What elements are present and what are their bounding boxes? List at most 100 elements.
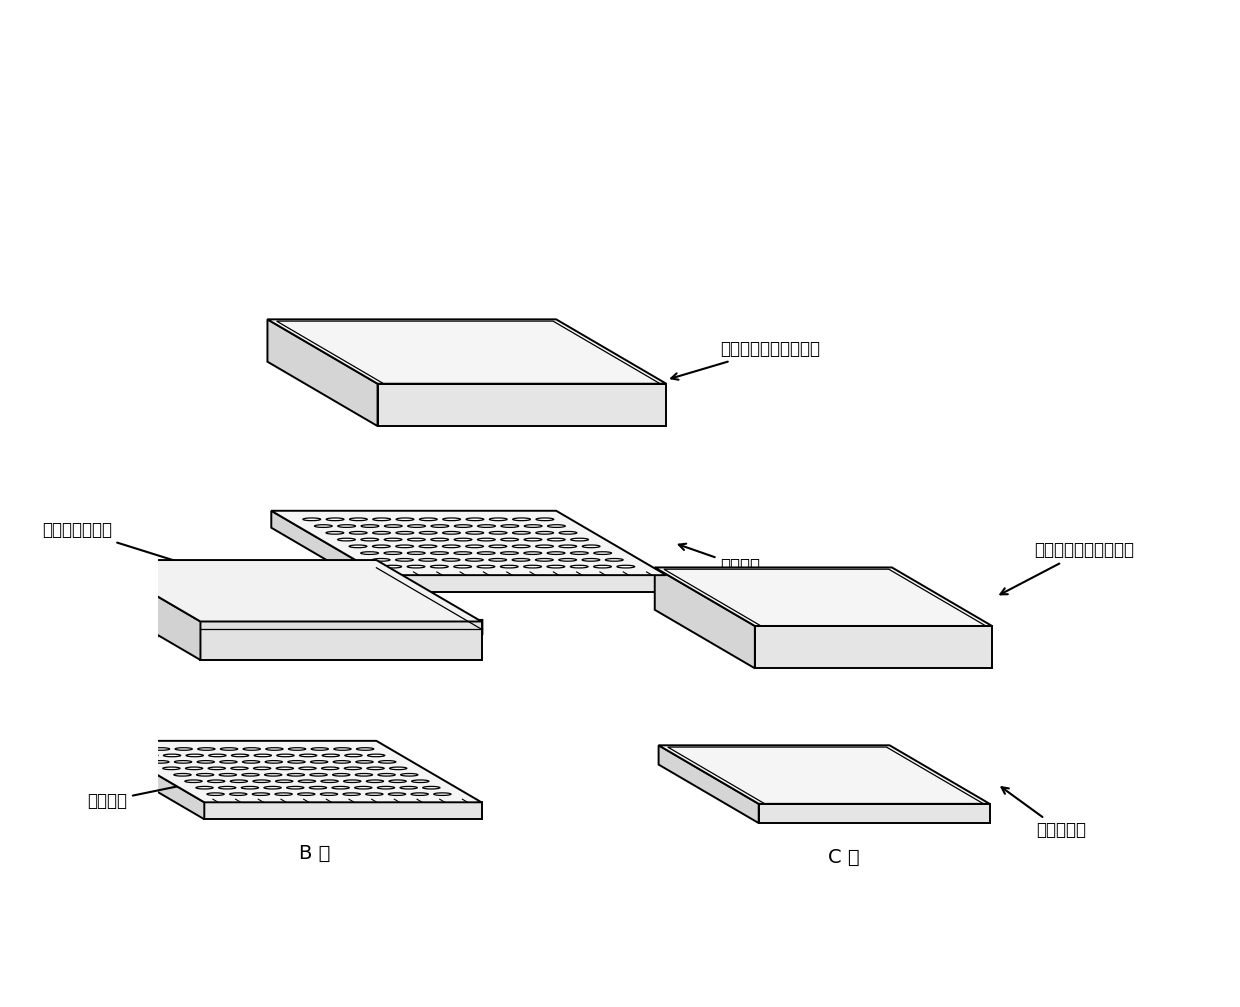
Polygon shape [201,568,207,630]
Polygon shape [382,607,388,653]
Polygon shape [246,581,252,637]
Polygon shape [384,581,389,637]
Ellipse shape [423,786,440,788]
Polygon shape [188,575,195,633]
Polygon shape [360,607,365,653]
Polygon shape [233,600,239,649]
Ellipse shape [275,780,293,782]
Polygon shape [133,568,138,630]
Polygon shape [394,600,399,649]
Ellipse shape [130,748,146,750]
Polygon shape [293,568,299,630]
Polygon shape [246,594,250,644]
Ellipse shape [231,780,248,782]
Ellipse shape [430,552,449,555]
Polygon shape [272,511,666,575]
Polygon shape [327,575,332,633]
Ellipse shape [229,793,247,796]
Polygon shape [211,600,216,649]
Ellipse shape [264,773,281,776]
Polygon shape [166,575,171,633]
Ellipse shape [288,773,305,776]
Polygon shape [278,613,284,657]
Polygon shape [293,581,298,637]
Ellipse shape [501,552,518,555]
Polygon shape [439,613,445,657]
Ellipse shape [419,518,438,521]
Ellipse shape [298,793,315,796]
Text: A 盒: A 盒 [453,617,485,636]
Ellipse shape [299,780,315,782]
Polygon shape [212,575,217,633]
Polygon shape [281,575,286,633]
Ellipse shape [218,786,236,788]
Polygon shape [272,511,382,592]
Ellipse shape [419,545,436,548]
Ellipse shape [378,773,396,776]
Ellipse shape [372,559,391,561]
Polygon shape [755,626,992,669]
Polygon shape [187,600,192,649]
Ellipse shape [186,754,203,756]
Polygon shape [372,587,378,641]
Ellipse shape [547,565,564,568]
Polygon shape [405,607,410,653]
Polygon shape [222,594,228,644]
Ellipse shape [605,559,624,561]
Ellipse shape [207,780,224,782]
Polygon shape [314,607,319,653]
Ellipse shape [175,748,192,750]
Ellipse shape [408,538,425,541]
Text: C 盒: C 盒 [828,848,861,867]
Polygon shape [143,575,149,633]
Polygon shape [224,568,229,630]
Polygon shape [350,575,356,633]
Polygon shape [269,581,274,637]
Ellipse shape [151,760,169,763]
Ellipse shape [378,760,396,763]
Ellipse shape [412,780,429,782]
Ellipse shape [343,793,361,796]
Ellipse shape [277,767,294,769]
Ellipse shape [310,760,327,763]
Text: 第一不带接种针的盖板: 第一不带接种针的盖板 [671,340,820,380]
Ellipse shape [559,532,577,534]
Ellipse shape [408,552,425,555]
Ellipse shape [512,518,531,521]
Ellipse shape [454,552,471,555]
Polygon shape [360,594,366,644]
Text: B 盒: B 盒 [300,845,331,863]
Polygon shape [348,600,353,649]
Ellipse shape [388,793,405,796]
Ellipse shape [321,767,339,769]
Ellipse shape [321,780,339,782]
Ellipse shape [208,754,226,756]
Ellipse shape [594,565,611,568]
Ellipse shape [384,565,402,568]
Polygon shape [304,575,310,633]
Polygon shape [371,600,377,649]
Polygon shape [655,567,992,626]
Ellipse shape [443,545,460,548]
Polygon shape [223,581,228,637]
Ellipse shape [501,538,518,541]
Ellipse shape [343,780,361,782]
Ellipse shape [396,518,414,521]
Polygon shape [350,587,355,641]
Polygon shape [247,568,253,630]
Polygon shape [347,613,353,657]
Ellipse shape [207,793,224,796]
Ellipse shape [367,767,384,769]
Ellipse shape [208,767,226,769]
Ellipse shape [512,559,529,561]
Ellipse shape [570,552,588,555]
Ellipse shape [559,559,577,561]
Ellipse shape [384,525,402,528]
Ellipse shape [315,525,332,528]
Ellipse shape [311,748,329,750]
Polygon shape [361,581,367,637]
Ellipse shape [582,559,600,561]
Polygon shape [316,568,321,630]
Polygon shape [198,607,203,653]
Ellipse shape [219,760,237,763]
